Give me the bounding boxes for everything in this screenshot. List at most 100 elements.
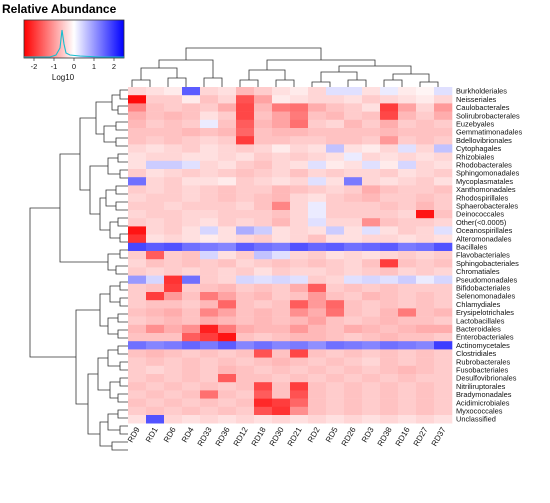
heatmap-cell <box>416 103 435 112</box>
heatmap-cell <box>434 283 453 293</box>
column-label: RD30 <box>268 425 286 448</box>
heatmap-cell <box>200 136 219 145</box>
heatmap-cell <box>362 95 381 104</box>
heatmap-cell <box>218 267 237 276</box>
heatmap-cell <box>236 382 255 391</box>
heatmap-cell <box>398 201 417 211</box>
heatmap-cell <box>164 210 183 219</box>
heatmap-cell <box>398 292 417 301</box>
heatmap-cell <box>236 111 255 121</box>
heatmap-cell <box>164 365 183 375</box>
heatmap-cell <box>362 136 381 145</box>
heatmap-cell <box>182 308 201 317</box>
heatmap-cell <box>326 357 345 367</box>
heatmap-cell <box>326 300 345 309</box>
heatmap-cell <box>218 275 237 285</box>
heatmap-cell <box>200 341 219 350</box>
heatmap-cell <box>434 251 453 260</box>
heatmap-cell <box>236 152 255 162</box>
heatmap-cell <box>380 398 399 408</box>
heatmap-cell <box>344 111 363 121</box>
heatmap-cell <box>416 111 435 121</box>
heatmap-cell <box>236 283 255 293</box>
heatmap-cell <box>434 308 453 317</box>
heatmap-cell <box>344 365 363 375</box>
heatmap-cell <box>416 316 435 326</box>
heatmap-cell <box>380 267 399 276</box>
heatmap-cell <box>362 234 381 244</box>
heatmap-cell <box>200 406 219 416</box>
heatmap-cell <box>326 415 345 424</box>
heatmap-cell <box>272 267 291 276</box>
heatmap-cell <box>200 251 219 260</box>
heatmap-cell <box>308 152 327 162</box>
heatmap-cell <box>218 95 237 104</box>
heatmap-cell <box>146 210 165 219</box>
heatmap-cell <box>146 103 165 112</box>
heatmap-cell <box>308 365 327 375</box>
heatmap-cell <box>218 87 237 96</box>
heatmap-cell <box>344 210 363 219</box>
heatmap-cell <box>398 308 417 317</box>
heatmap-cell <box>416 87 435 96</box>
heatmap-cell <box>398 300 417 309</box>
heatmap-cell <box>434 193 453 203</box>
heatmap-cell <box>182 201 201 211</box>
heatmap-cell <box>218 128 237 137</box>
heatmap-cell <box>326 333 345 342</box>
heatmap-cell <box>308 128 327 137</box>
heatmap-cell <box>362 103 381 112</box>
heatmap-cell <box>398 218 417 227</box>
heatmap-cell <box>344 95 363 104</box>
heatmap-cell <box>398 242 417 252</box>
heatmap-cell <box>200 382 219 391</box>
heatmap-cell <box>236 103 255 112</box>
heatmap-cell <box>146 365 165 375</box>
heatmap-cell <box>308 242 327 252</box>
heatmap-cell <box>290 415 309 424</box>
heatmap-cell <box>308 103 327 112</box>
heatmap-cell <box>290 300 309 309</box>
heatmap-cell <box>362 349 381 358</box>
heatmap-cell <box>200 210 219 219</box>
heatmap-cell <box>182 136 201 145</box>
heatmap-cell <box>380 374 399 383</box>
heatmap-cell <box>290 210 309 219</box>
heatmap-cell <box>290 87 309 96</box>
heatmap-cell <box>146 251 165 260</box>
heatmap-cell <box>362 283 381 293</box>
heatmap-cell <box>434 128 453 137</box>
heatmap-cell <box>182 267 201 276</box>
heatmap-cell <box>236 365 255 375</box>
heatmap-cell <box>290 185 309 194</box>
heatmap-cell <box>362 374 381 383</box>
heatmap-cell <box>164 136 183 145</box>
heatmap-cell <box>344 218 363 227</box>
heatmap-cell <box>290 226 309 235</box>
heatmap-cell <box>362 160 381 170</box>
heatmap-cell <box>290 242 309 252</box>
heatmap-cell <box>326 316 345 326</box>
heatmap-cell <box>254 103 273 112</box>
heatmap-cell <box>326 119 345 129</box>
heatmap-cells <box>128 87 453 424</box>
heatmap-cell <box>272 95 291 104</box>
heatmap-cell <box>146 234 165 244</box>
heatmap-cell <box>164 292 183 301</box>
color-key-bar <box>23 19 125 59</box>
heatmap-cell <box>290 111 309 121</box>
heatmap-cell <box>128 152 147 162</box>
heatmap-cell <box>380 283 399 293</box>
heatmap-cell <box>182 390 201 399</box>
heatmap-cell <box>380 275 399 285</box>
heatmap-cell <box>146 201 165 211</box>
heatmap-cell <box>128 160 147 170</box>
heatmap-cell <box>416 169 435 178</box>
column-label: RD38 <box>376 425 394 448</box>
heatmap-cell <box>416 185 435 194</box>
heatmap-cell <box>254 357 273 367</box>
heatmap-cell <box>362 218 381 227</box>
heatmap-cell <box>416 251 435 260</box>
heatmap-cell <box>128 234 147 244</box>
heatmap-cell <box>200 119 219 129</box>
